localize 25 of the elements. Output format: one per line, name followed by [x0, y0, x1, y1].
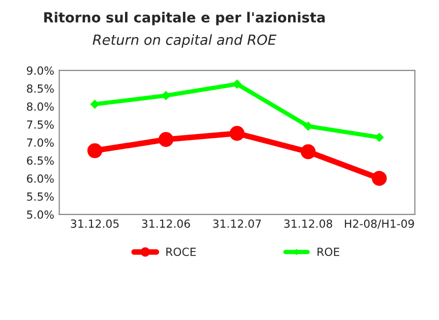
chart-subtitle: Return on capital and ROE	[92, 34, 276, 48]
y-tick-label: 7.0%	[27, 138, 54, 147]
y-tick-label: 8.5%	[26, 84, 54, 93]
x-tick-label: 31.12.06	[142, 219, 190, 228]
legend-label: ROCE	[166, 248, 196, 256]
y-tick-label: 5.5%	[27, 192, 54, 201]
point	[90, 100, 100, 109]
y-tick-label: 9.0%	[26, 66, 54, 75]
y-tick-label: 6.0%	[26, 174, 54, 183]
point	[372, 170, 387, 186]
x-tick-label: 31.12.05	[70, 219, 119, 228]
point	[374, 132, 384, 142]
x-tick-label: 31.12.08	[284, 219, 332, 228]
y-tick-label: 5.0%	[27, 210, 54, 219]
x-tick-label: 31.12.07	[213, 219, 261, 228]
point	[158, 132, 174, 147]
y-tick-label: 7.5%	[27, 120, 54, 129]
point	[230, 126, 245, 141]
x-tick-label: H2-08/H1-09	[344, 219, 414, 229]
y-tick-label: 6.5%	[26, 156, 54, 165]
point	[87, 143, 102, 158]
y-tick-label: 8.0%	[26, 102, 54, 111]
chart-title: Ritorno sul capitale e per l'azionista	[44, 12, 325, 26]
point	[300, 144, 316, 160]
legend-label: ROE	[318, 248, 340, 256]
